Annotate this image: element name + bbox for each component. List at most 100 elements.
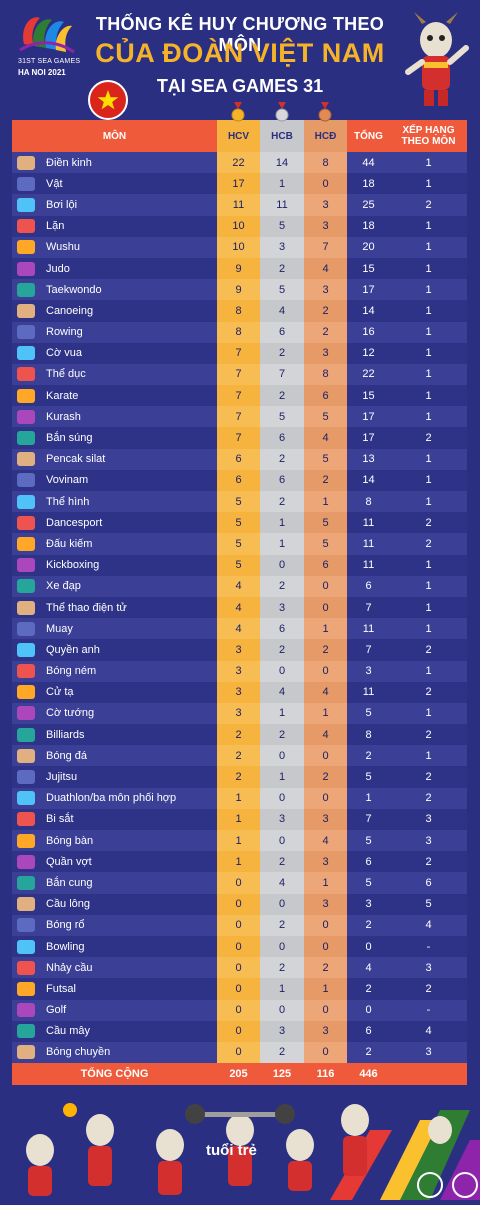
athlete-icon — [14, 618, 38, 639]
silver-count: 0 — [260, 935, 304, 958]
gold-count: 0 — [217, 935, 260, 958]
rank: 1 — [425, 389, 432, 402]
athlete-icon — [14, 406, 38, 427]
athlete-figure — [17, 452, 35, 467]
gold-count: 2 — [217, 724, 260, 746]
table-row: Bi sắt 1 3 3 7 3 — [12, 808, 467, 830]
athlete-figure — [17, 621, 35, 636]
sport-name: Taekwondo — [46, 283, 102, 296]
table-row: Pencak silat 6 2 5 13 1 — [12, 448, 467, 470]
athlete-figure — [17, 388, 35, 403]
silver-count: 3 — [260, 1020, 304, 1042]
sport-name: Bi sắt — [46, 813, 74, 826]
column-header-hcv-label: HCV — [227, 130, 250, 142]
rank: 2 — [425, 855, 432, 868]
gold-count: 10 — [217, 215, 260, 237]
table-row: Cờ vua 7 2 3 12 1 — [12, 342, 467, 364]
bronze-count: 0 — [304, 935, 347, 958]
athlete-icon — [14, 512, 38, 533]
sport-name: Quyền anh — [46, 643, 100, 656]
silver-count: 2 — [260, 385, 304, 407]
athlete-figure — [17, 176, 35, 191]
gold-count: 5 — [217, 491, 260, 513]
rank: 2 — [425, 792, 432, 805]
sport-name: Judo — [46, 262, 70, 275]
rank: 2 — [425, 432, 432, 445]
sport-name: Thể dục — [46, 368, 86, 381]
column-header-xep-hang: XẾP HẠNG THEO MÔN — [401, 125, 456, 147]
silver-count: 0 — [260, 660, 304, 682]
table-row: Judo 9 2 4 15 1 — [12, 257, 467, 280]
table-row: Dancesport 5 1 5 11 2 — [12, 512, 467, 534]
athlete-icon — [14, 555, 38, 576]
athlete-icon — [14, 343, 38, 364]
athlete-figure — [17, 1003, 35, 1018]
sport-name: Kurash — [46, 410, 81, 423]
table-header: MÔN HCV HCB HCĐ TỔNG XẾP HẠNG THEO MÔN — [12, 102, 467, 152]
table-row: Bơi lội 11 11 3 25 2 — [12, 194, 467, 216]
athlete-icon — [14, 1000, 38, 1021]
bronze-count: 2 — [304, 766, 347, 788]
athlete-icon — [14, 936, 38, 957]
athlete-icon — [14, 639, 38, 660]
rank: 1 — [425, 177, 432, 190]
athlete-figure — [17, 897, 35, 912]
sport-name: Bắn súng — [46, 432, 93, 445]
bronze-count: 4 — [304, 830, 347, 852]
table-row: Futsal 0 1 1 2 2 — [12, 978, 467, 1000]
total-count: 2 — [365, 749, 372, 762]
gold-count: 4 — [217, 575, 260, 597]
total-count: 17 — [362, 283, 375, 296]
rank: 1 — [425, 304, 432, 317]
gold-count: 0 — [217, 978, 260, 1000]
rank: 2 — [425, 198, 432, 211]
column-header-hcb-label: HCB — [271, 130, 293, 142]
athlete-figure — [17, 240, 35, 255]
rank: 1 — [425, 559, 432, 572]
table-row: Billiards 2 2 4 8 2 — [12, 724, 467, 746]
athlete-icon — [14, 1021, 38, 1042]
logo-line2: HA NOI 2021 — [18, 68, 66, 77]
table-row: Cờ tướng 3 1 1 5 1 — [12, 702, 467, 725]
silver-count: 1 — [260, 173, 304, 195]
table-row: Karate 7 2 6 15 1 — [12, 385, 467, 407]
gold-count: 0 — [217, 957, 260, 979]
gold-count: 1 — [217, 808, 260, 830]
sport-name: Cờ vua — [46, 347, 82, 360]
rank: 1 — [425, 707, 432, 720]
athlete-figure — [17, 875, 35, 890]
bronze-count: 0 — [304, 787, 347, 809]
athlete-figure — [17, 748, 35, 763]
table-row: Bowling 0 0 0 0- — [12, 935, 467, 958]
athlete-figure — [17, 303, 35, 318]
total-count: 11 — [362, 686, 375, 699]
gold-count: 7 — [217, 363, 260, 386]
total-count: 11 — [362, 537, 375, 550]
silver-count: 2 — [260, 1041, 304, 1064]
athlete-figure — [17, 155, 35, 170]
bronze-count: 3 — [304, 279, 347, 301]
gold-count: 4 — [217, 596, 260, 619]
silver-count: 5 — [260, 215, 304, 237]
silver-count: 0 — [260, 893, 304, 915]
sport-name: Dancesport — [46, 516, 103, 529]
gold-count: 6 — [217, 469, 260, 491]
rank: 1 — [425, 368, 432, 381]
table-row: Điền kinh 22 14 8 44 1 — [12, 152, 467, 174]
total-tong: 446 — [359, 1068, 378, 1081]
silver-count: 5 — [260, 406, 304, 428]
silver-count: 4 — [260, 681, 304, 703]
silver-count: 1 — [260, 512, 304, 534]
tuoi-tre-logo: tuổi trẻ — [206, 1142, 257, 1159]
sport-name: Canoeing — [46, 304, 94, 317]
athlete-figure — [17, 642, 35, 657]
athlete-icon — [14, 915, 38, 936]
rank: 1 — [425, 262, 432, 275]
bronze-count: 3 — [304, 851, 347, 873]
gold-count: 0 — [217, 872, 260, 894]
athlete-figure — [17, 939, 35, 954]
silver-count: 2 — [260, 575, 304, 597]
silver-count: 3 — [260, 236, 304, 258]
table-row: Bóng ném 3 0 0 3 1 — [12, 660, 467, 682]
bronze-count: 0 — [304, 1041, 347, 1064]
